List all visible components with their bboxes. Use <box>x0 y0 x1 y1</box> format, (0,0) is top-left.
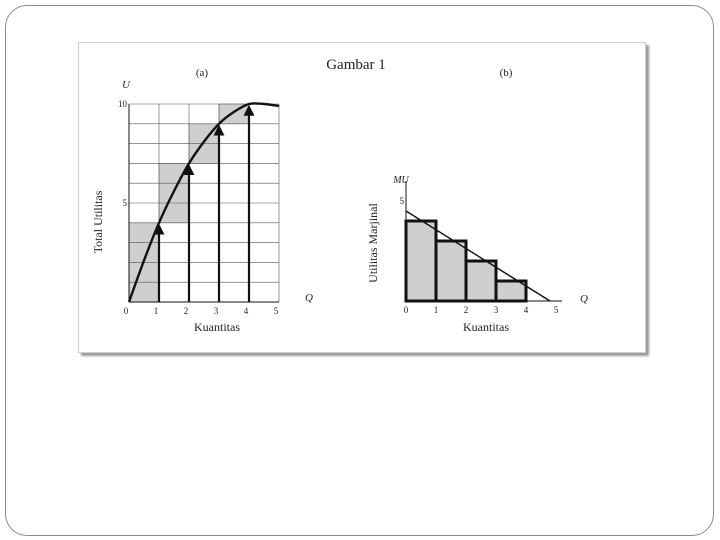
x-tick-label: 5 <box>274 306 279 316</box>
figure-title: Gambar 1 <box>326 57 386 73</box>
x-tick-label: 1 <box>434 305 439 315</box>
marginal-utility-bar <box>434 239 468 303</box>
x-axis-letter: Q <box>305 292 313 304</box>
x-tick-label: 0 <box>124 306 129 316</box>
y-tick-label: 5 <box>400 196 405 206</box>
x-axis-label: Kuantitas <box>463 320 509 334</box>
x-tick-label: 4 <box>524 305 529 315</box>
y-tick-label: 5 <box>123 198 128 208</box>
x-tick-label: 2 <box>464 305 469 315</box>
x-tick-label: 1 <box>154 306 159 316</box>
x-axis-label: Kuantitas <box>194 320 240 334</box>
x-tick-label: 4 <box>244 306 249 316</box>
x-tick-label: 2 <box>184 306 189 316</box>
x-tick-label: 0 <box>404 305 409 315</box>
x-tick-label: 3 <box>214 306 219 316</box>
y-axis-letter: U <box>122 79 131 91</box>
x-axis-letter: Q <box>580 293 588 305</box>
marginal-utility-line <box>405 210 551 302</box>
panel-a-label: (a) <box>196 67 209 79</box>
marginal-utility-bar <box>464 259 498 303</box>
y-axis-label: Total Utilitas <box>91 190 105 253</box>
y-tick-label: 10 <box>118 99 128 109</box>
x-tick-label: 5 <box>554 305 559 315</box>
x-tick-label: 3 <box>494 305 499 315</box>
figure-panel: Gambar 1 (a) 0 1 2 3 4 5 5 10 U Q Kuantitas Total Ut… <box>78 42 646 353</box>
y-axis-letter: MU <box>392 175 409 186</box>
total-utility-curve <box>127 102 280 303</box>
y-axis-label: Utilitas Marjinal <box>366 203 380 283</box>
marginal-utility-bar <box>404 219 438 303</box>
panel-b-label: (b) <box>500 67 513 79</box>
